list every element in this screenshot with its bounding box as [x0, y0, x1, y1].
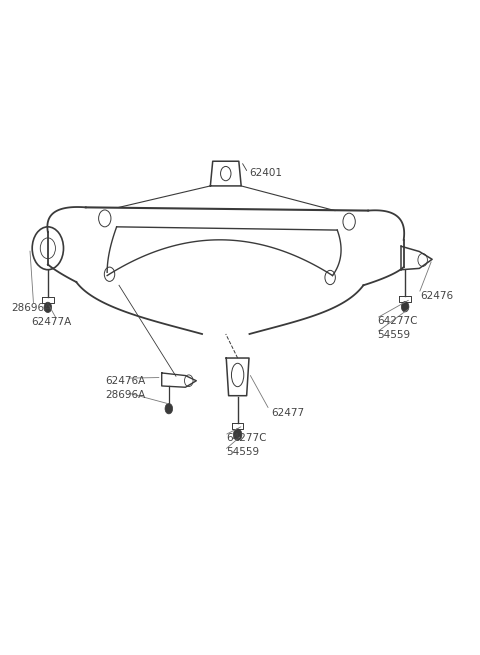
Circle shape [44, 302, 52, 312]
Circle shape [233, 429, 242, 441]
Text: 28696A: 28696A [12, 303, 51, 313]
Text: 62477A: 62477A [31, 317, 72, 328]
Circle shape [165, 403, 173, 414]
Text: 62401: 62401 [250, 168, 283, 178]
Text: 62476A: 62476A [105, 376, 145, 386]
Text: 62477: 62477 [271, 408, 304, 419]
Circle shape [401, 301, 409, 312]
Text: 28696A: 28696A [105, 390, 145, 400]
Text: 54559: 54559 [226, 447, 259, 457]
Text: 64277C: 64277C [378, 316, 418, 326]
Text: 62476: 62476 [420, 291, 454, 301]
Text: 64277C: 64277C [226, 433, 266, 443]
Text: 54559: 54559 [378, 330, 411, 341]
